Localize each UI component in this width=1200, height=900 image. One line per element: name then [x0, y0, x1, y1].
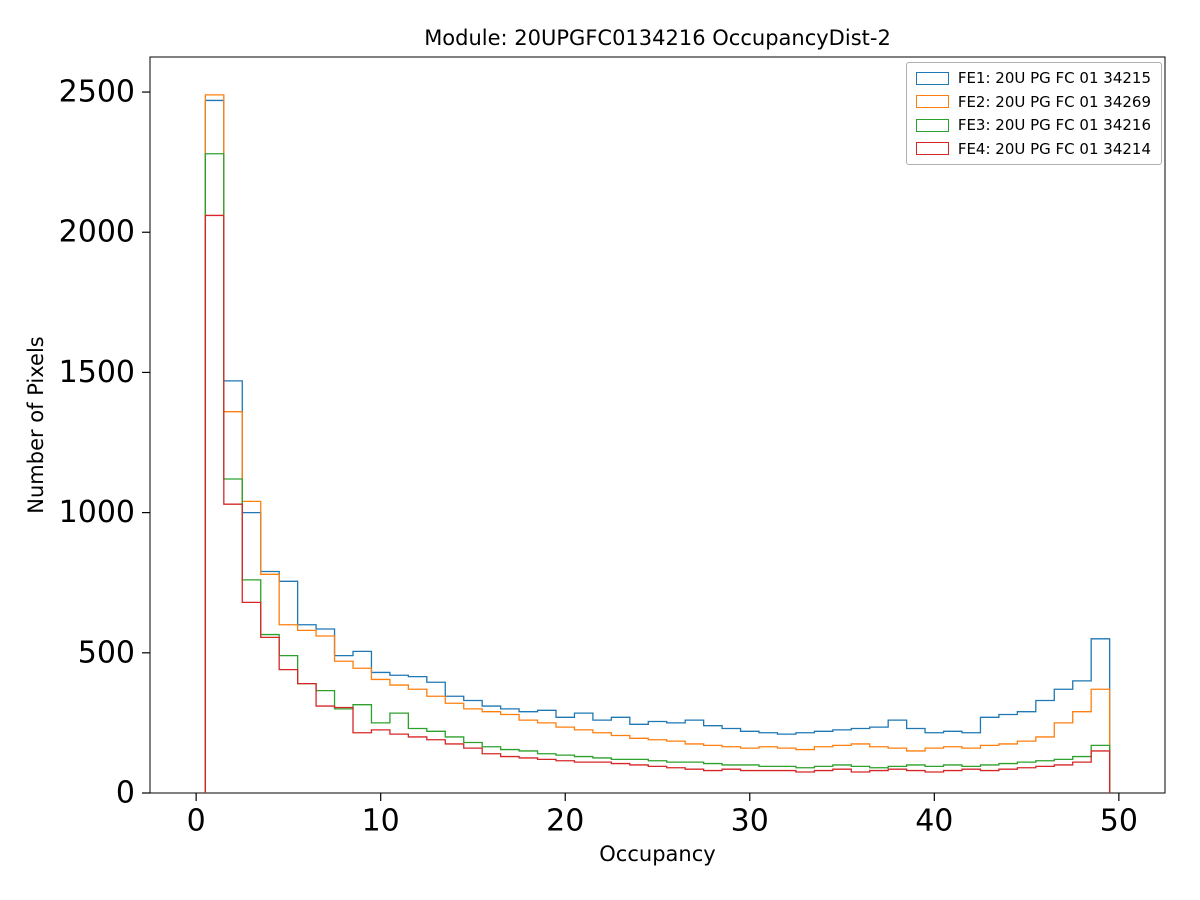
series-fe4-step: [204, 214, 1111, 793]
y-tick-label: 2500: [59, 75, 135, 110]
x-axis-label: Occupancy: [599, 842, 716, 866]
legend-swatch-icon: [915, 142, 949, 156]
legend-swatch-icon: [915, 71, 949, 85]
x-tick-label: 10: [362, 804, 400, 839]
series-fe1-step: [204, 99, 1111, 793]
legend-swatch-icon: [915, 95, 949, 109]
y-tick-label: 1500: [59, 355, 135, 390]
legend-item-fe1: FE1: 20U PG FC 01 34215: [915, 69, 1151, 87]
legend-label: FE2: 20U PG FC 01 34269: [957, 92, 1151, 111]
legend-label: FE3: 20U PG FC 01 34216: [957, 116, 1151, 134]
x-tick-label: 0: [187, 804, 206, 839]
axes-frame: [149, 56, 1166, 794]
y-tick-label: 2000: [59, 215, 135, 250]
legend-item-fe3: FE3: 20U PG FC 01 34216: [915, 116, 1151, 134]
y-axis-label: Number of Pixels: [24, 336, 48, 514]
chart-title: Module: 20UPGFC0134216 OccupancyDist-2: [424, 26, 891, 50]
x-tick-label: 50: [1100, 804, 1138, 839]
x-tick-label: 30: [731, 804, 769, 839]
legend-item-fe4: FE4: 20U PG FC 01 34214: [915, 139, 1151, 158]
legend-swatch-icon: [915, 118, 949, 132]
y-tick-label: 500: [78, 635, 135, 670]
legend: FE1: 20U PG FC 01 34215 FE2: 20U PG FC 01…: [905, 62, 1162, 165]
x-tick-label: 40: [915, 804, 953, 839]
series-fe2-step: [204, 94, 1111, 793]
legend-item-fe2: FE2: 20U PG FC 01 34269: [915, 92, 1151, 111]
y-tick-label: 1000: [59, 495, 135, 530]
x-tick-label: 20: [546, 804, 584, 839]
legend-label: FE1: 20U PG FC 01 34215: [957, 69, 1151, 87]
legend-label: FE4: 20U PG FC 01 34214: [957, 139, 1151, 158]
y-tick-label: 0: [116, 776, 135, 811]
series-fe3-step: [204, 153, 1111, 793]
